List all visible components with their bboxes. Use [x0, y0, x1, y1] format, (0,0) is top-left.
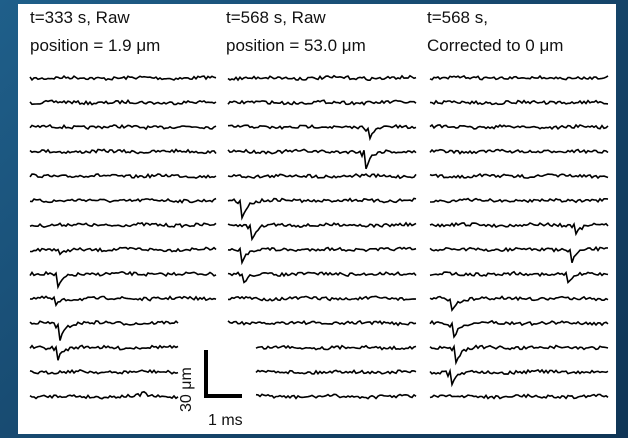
- col3-title-line2: Corrected to 0 μm: [427, 36, 564, 55]
- trace-col2-row30: [228, 295, 417, 302]
- trace-col1-row6: [29, 197, 217, 204]
- col3-title-line1: t=568 s,: [427, 8, 488, 27]
- trace-col1-row7: [29, 221, 217, 229]
- col1-title-line1: t=333 s, Raw: [30, 8, 130, 27]
- col2-title-line1: t=568 s, Raw: [226, 8, 326, 27]
- trace-col2-row21: [227, 74, 417, 82]
- scale-label-vertical: 30 μm: [178, 367, 195, 412]
- figure-panel: t=333 s, Raw position = 1.9 μm t=568 s, …: [18, 4, 616, 434]
- trace-col1-row14: [29, 390, 179, 400]
- trace-col1-row4: [29, 148, 217, 155]
- trace-col2-row34: [255, 393, 417, 400]
- trace-col1-row13: [29, 369, 179, 375]
- trace-col3-row52: [429, 343, 609, 366]
- scale-label-horizontal: 1 ms: [208, 412, 243, 429]
- trace-col1-row10: [29, 295, 217, 308]
- trace-col2-row33: [255, 369, 417, 375]
- trace-col3-row42: [429, 99, 609, 106]
- trace-col1-row9: [29, 270, 217, 290]
- trace-col2-row26: [227, 197, 417, 221]
- trace-col3-row53: [429, 368, 609, 388]
- trace-col3-row50: [429, 295, 609, 313]
- trace-col3-row46: [430, 197, 609, 204]
- col1-title-line2: position = 1.9 μm: [30, 36, 161, 55]
- trace-col3-row44: [429, 148, 609, 155]
- trace-col3-row47: [429, 222, 609, 237]
- trace-col3-row51: [429, 319, 609, 339]
- trace-col3-row54: [429, 393, 609, 400]
- scale-bar-horizontal: [204, 394, 242, 398]
- trace-col3-row48: [429, 245, 609, 264]
- trace-col2-row25: [227, 173, 417, 180]
- scale-bar-vertical: [204, 350, 208, 398]
- trace-col3-row45: [429, 172, 609, 180]
- trace-col2-row23: [227, 124, 417, 142]
- trace-col3-row41: [429, 74, 609, 81]
- trace-col1-row3: [29, 123, 217, 131]
- trace-col1-row5: [29, 172, 217, 179]
- trace-col1-row1: [29, 74, 217, 82]
- trace-col1-row12: [29, 344, 179, 361]
- trace-col2-row27: [227, 221, 417, 242]
- trace-col2-row31: [227, 319, 417, 327]
- col2-title-line2: position = 53.0 μm: [226, 36, 366, 55]
- trace-col3-row43: [429, 123, 609, 131]
- trace-col3-row49: [429, 270, 609, 285]
- trace-col1-row11: [29, 320, 179, 341]
- trace-col2-row24: [227, 148, 417, 170]
- trace-col1-row2: [29, 99, 217, 106]
- trace-col2-row22: [227, 99, 417, 106]
- trace-col2-row32: [255, 344, 417, 351]
- voltage-traces: [29, 74, 609, 400]
- trace-col1-row8: [29, 246, 217, 256]
- trace-col2-row29: [227, 271, 417, 284]
- trace-col2-row28: [227, 246, 417, 266]
